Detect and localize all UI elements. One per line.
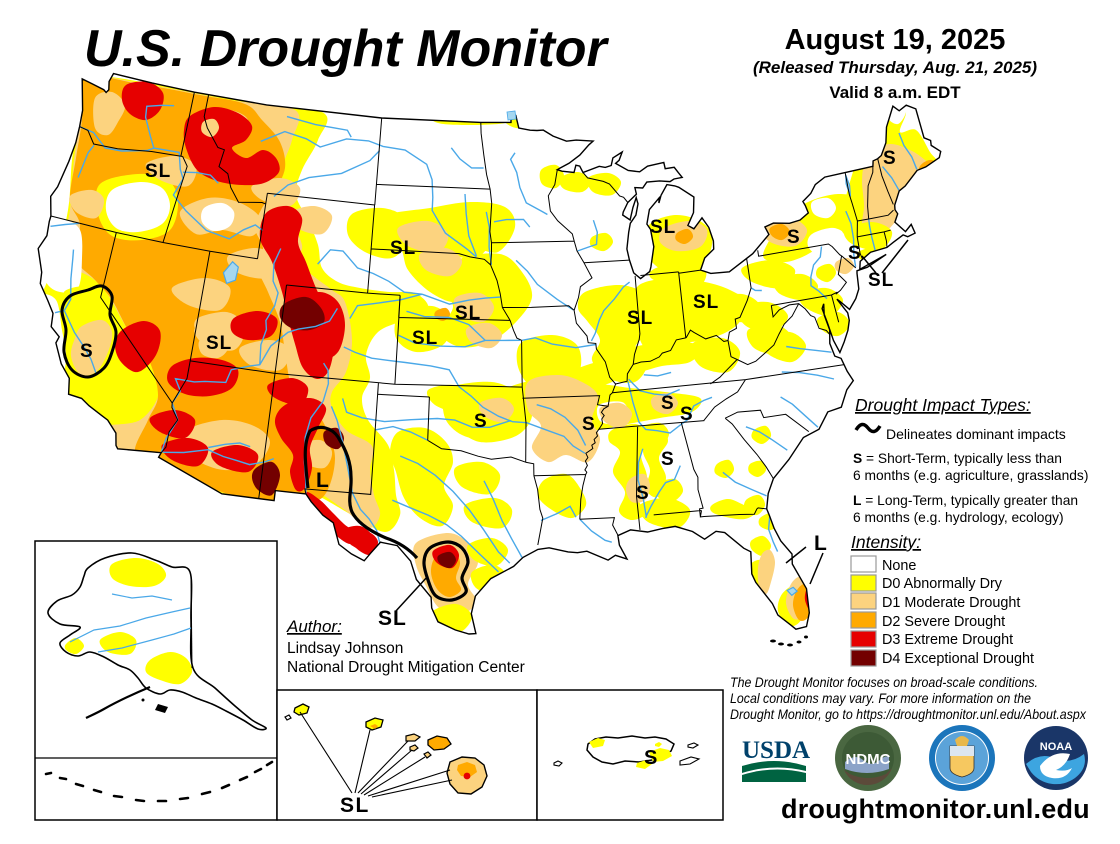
svg-text:D2 Severe Drought: D2 Severe Drought <box>882 614 1005 630</box>
svg-text:Drought Impact Types:: Drought Impact Types: <box>855 395 1031 415</box>
svg-text:Lindsay Johnson: Lindsay Johnson <box>287 640 403 657</box>
svg-text:SL: SL <box>412 328 438 349</box>
svg-text:SL: SL <box>145 161 171 182</box>
svg-text:USDA: USDA <box>742 737 810 764</box>
svg-text:SL: SL <box>455 303 481 324</box>
svg-text:Drought Monitor, go to https:/: Drought Monitor, go to https://droughtmo… <box>730 707 1087 722</box>
svg-text:D3 Extreme Drought: D3 Extreme Drought <box>882 632 1013 648</box>
svg-text:Delineates dominant impacts: Delineates dominant impacts <box>886 426 1066 442</box>
svg-text:Local conditions may vary. For: Local conditions may vary. For more info… <box>730 691 1031 706</box>
svg-text:L = Long-Term, typically great: L = Long-Term, typically greater than <box>853 493 1078 508</box>
svg-text:S: S <box>644 747 657 769</box>
svg-text:D1 Moderate Drought: D1 Moderate Drought <box>882 595 1020 611</box>
svg-text:SL: SL <box>868 270 894 291</box>
svg-text:6 months (e.g. hydrology, ecol: 6 months (e.g. hydrology, ecology) <box>853 510 1064 525</box>
svg-text:D0 Abnormally Dry: D0 Abnormally Dry <box>882 576 1003 592</box>
svg-text:S: S <box>848 243 862 264</box>
svg-text:The Drought Monitor focuses on: The Drought Monitor focuses on broad-sca… <box>730 675 1038 690</box>
svg-text:SL: SL <box>650 217 676 238</box>
svg-text:SL: SL <box>206 333 232 354</box>
svg-text:SL: SL <box>693 292 719 313</box>
svg-text:D4 Exceptional Drought: D4 Exceptional Drought <box>882 651 1034 667</box>
svg-text:S: S <box>636 483 650 504</box>
svg-text:S: S <box>680 404 694 425</box>
svg-text:NOAA: NOAA <box>1040 741 1072 753</box>
svg-text:S: S <box>787 227 801 248</box>
svg-text:Author:: Author: <box>286 617 342 636</box>
svg-text:L: L <box>814 532 828 555</box>
svg-text:SL: SL <box>390 238 416 259</box>
svg-text:6 months (e.g. agriculture, gr: 6 months (e.g. agriculture, grasslands) <box>853 468 1088 483</box>
svg-text:S = Short-Term, typically less: S = Short-Term, typically less than <box>853 451 1062 466</box>
svg-text:S: S <box>661 449 675 470</box>
svg-text:SL: SL <box>627 308 653 329</box>
svg-text:None: None <box>882 558 916 574</box>
svg-text:S: S <box>582 414 596 435</box>
svg-text:SL: SL <box>340 794 370 817</box>
svg-text:droughtmonitor.unl.edu: droughtmonitor.unl.edu <box>781 794 1090 824</box>
svg-text:S: S <box>661 393 675 414</box>
svg-text:L: L <box>316 469 330 492</box>
svg-text:Intensity:: Intensity: <box>851 532 921 552</box>
svg-text:SL: SL <box>378 607 407 630</box>
svg-text:National Drought Mitigation Ce: National Drought Mitigation Center <box>287 659 525 676</box>
svg-text:NDMC: NDMC <box>846 751 891 768</box>
svg-text:S: S <box>80 341 94 362</box>
svg-text:S: S <box>883 148 897 169</box>
svg-text:S: S <box>474 411 488 432</box>
